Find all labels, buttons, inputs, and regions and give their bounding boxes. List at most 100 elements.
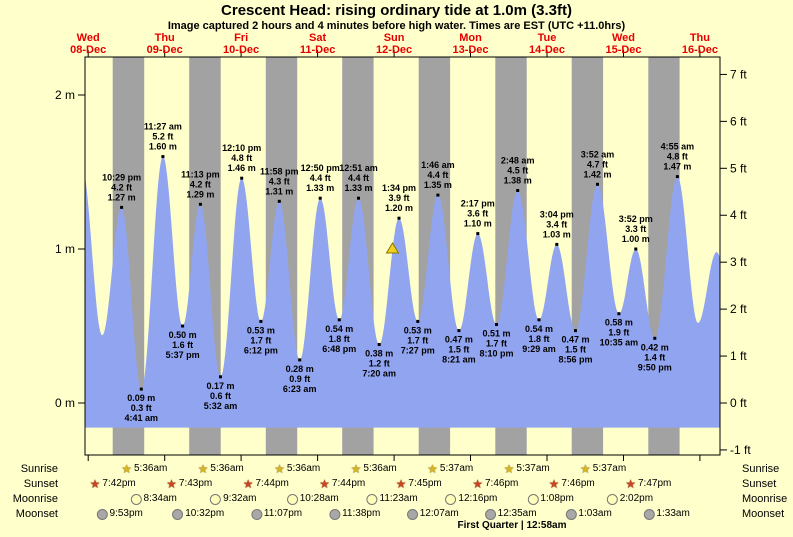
tide-event-label: 0.17 m 0.6 ft 5:32 am xyxy=(204,381,238,411)
y-axis-label-right: 2 ft xyxy=(730,302,747,316)
tide-event-dot xyxy=(240,176,244,180)
tide-event-label: 11:13 pm 4.2 ft 1.29 m xyxy=(181,169,220,199)
moonrise-entry: 10:28am xyxy=(286,492,339,506)
moonset-time: 9:53pm xyxy=(109,508,143,519)
tide-event-label: 3:04 pm 3.4 ft 1.03 m xyxy=(540,209,574,239)
sunrise-entry: ★ 5:36am xyxy=(121,462,167,476)
sunrise-icon: ★ xyxy=(274,462,285,476)
tide-event-label: 0.51 m 1.7 ft 8:10 pm xyxy=(479,329,513,359)
tide-event-label: 12:51 am 4.4 ft 1.33 m xyxy=(339,163,378,193)
tide-event-dot xyxy=(337,318,341,322)
y-axis-label-right: 5 ft xyxy=(730,161,747,175)
tide-event-dot xyxy=(457,329,461,333)
tide-event-label: 0.53 m 1.7 ft 7:27 pm xyxy=(401,325,435,355)
moonrise-entry: 9:32am xyxy=(210,492,256,506)
tide-event-label: 12:10 pm 4.8 ft 1.46 m xyxy=(222,143,261,173)
tide-event-label: 2:48 am 4.5 ft 1.38 m xyxy=(501,156,535,186)
tide-event-label: 0.58 m 1.9 ft 10:35 am xyxy=(600,318,639,348)
tide-event-label: 0.47 m 1.5 ft 8:56 pm xyxy=(558,335,592,365)
sunset-icon: ★ xyxy=(472,477,483,491)
sunset-icon: ★ xyxy=(89,477,101,491)
moonrise-icon xyxy=(286,493,298,505)
tide-event-label: 4:55 am 4.8 ft 1.47 m xyxy=(661,142,695,172)
moonset-time: 12:35am xyxy=(497,508,537,519)
sunset-entry: ★ 7:47pm xyxy=(625,477,671,491)
sunrise-row-label-left: Sunrise xyxy=(20,463,58,475)
sunset-time: 7:46pm xyxy=(561,478,595,489)
tide-event-dot xyxy=(555,242,559,246)
tide-event-dot xyxy=(596,182,599,186)
moonrise-icon xyxy=(527,493,539,505)
moonrise-time: 8:34am xyxy=(143,493,177,504)
plot-border xyxy=(84,56,721,456)
moonrise-icon xyxy=(445,493,457,505)
sunset-icon: ★ xyxy=(548,477,560,491)
moonrise-time: 12:16pm xyxy=(458,493,498,504)
moonset-entry: 11:38pm xyxy=(329,507,380,521)
sunset-icon: ★ xyxy=(319,477,330,491)
tide-event-dot xyxy=(120,205,124,209)
tide-event-label: 3:52 pm 3.3 ft 1.00 m xyxy=(619,214,653,244)
tide-event-label: 0.53 m 1.7 ft 6:12 pm xyxy=(244,325,278,355)
moonset-entry: 12:07am xyxy=(406,507,459,521)
sunrise-row-label-right: Sunrise xyxy=(742,463,780,475)
moonset-icon xyxy=(565,508,577,520)
y-axis-label-right: 0 ft xyxy=(730,396,747,410)
y-axis-label-right: 3 ft xyxy=(730,255,747,269)
sunset-entry: ★ 7:42pm xyxy=(90,477,136,491)
moonset-icon xyxy=(250,508,262,520)
tide-event-dot xyxy=(277,199,281,203)
moonrise-entry: 12:16pm xyxy=(445,492,497,506)
sunset-time: 7:47pm xyxy=(638,478,672,489)
y-axis-label-right: 7 ft xyxy=(730,67,747,81)
sunset-row-label-left: Sunset xyxy=(23,478,58,490)
tide-event-dot xyxy=(139,387,143,391)
moonset-icon xyxy=(172,508,184,520)
sunrise-time: 5:36am xyxy=(134,463,168,474)
moonrise-entry: 1:08pm xyxy=(527,492,574,506)
y-axis-label-left: 1 m xyxy=(55,242,75,256)
moonrise-entry: 11:23am xyxy=(366,492,418,506)
sunrise-entry: ★ 5:36am xyxy=(274,462,320,476)
day-label: Wed 15-Dec xyxy=(605,32,641,56)
moonrise-time: 1:08pm xyxy=(540,493,574,504)
y-axis-label-right: 1 ft xyxy=(730,349,747,363)
sunset-entry: ★ 7:44pm xyxy=(243,477,289,491)
moonset-time: 10:32pm xyxy=(185,508,225,519)
tide-event-dot xyxy=(318,196,322,200)
tide-event-dot xyxy=(537,318,541,322)
moonset-row-label-left: Moonset xyxy=(15,508,58,520)
sunset-time: 7:42pm xyxy=(102,478,136,489)
sunset-time: 7:43pm xyxy=(178,478,213,489)
chart-title: Crescent Head: rising ordinary tide at 1… xyxy=(221,2,572,19)
sunrise-entry: ★ 5:36am xyxy=(198,462,244,476)
tide-event-label: 2:17 pm 3.6 ft 1.10 m xyxy=(461,199,495,229)
moonset-entry: 1:33am xyxy=(643,507,690,521)
tide-event-dot xyxy=(516,189,520,192)
moon-phase-footer: First Quarter | 12:58am xyxy=(457,520,567,531)
moonset-entry: 9:53pm xyxy=(96,507,143,521)
moonrise-icon xyxy=(130,493,142,505)
tide-event-label: 0.54 m 1.8 ft 6:48 pm xyxy=(322,324,356,354)
sunset-entry: ★ 7:45pm xyxy=(396,477,442,491)
tide-event-label: 11:58 pm 4.3 ft 1.31 m xyxy=(260,166,299,196)
moonrise-time: 10:28am xyxy=(299,493,339,504)
y-axis-label-right: -1 ft xyxy=(730,443,751,457)
sunset-entry: ★ 7:44pm xyxy=(319,477,365,491)
tide-event-dot xyxy=(161,155,165,159)
day-label: Thu 09-Dec xyxy=(147,32,183,56)
moonset-time: 12:07am xyxy=(419,508,459,519)
sunrise-icon: ★ xyxy=(427,462,438,476)
sunrise-icon: ★ xyxy=(121,462,132,476)
sunrise-time: 5:36am xyxy=(210,463,244,474)
sunset-time: 7:45pm xyxy=(408,478,442,489)
tide-area xyxy=(85,156,720,428)
tide-event-dot xyxy=(377,343,381,346)
tide-event-label: 11:27 am 5.2 ft 1.60 m xyxy=(144,122,182,152)
sunrise-time: 5:36am xyxy=(363,463,397,474)
sunset-icon: ★ xyxy=(166,477,177,491)
moonset-time: 1:03am xyxy=(578,508,612,519)
moonset-icon xyxy=(329,508,341,520)
